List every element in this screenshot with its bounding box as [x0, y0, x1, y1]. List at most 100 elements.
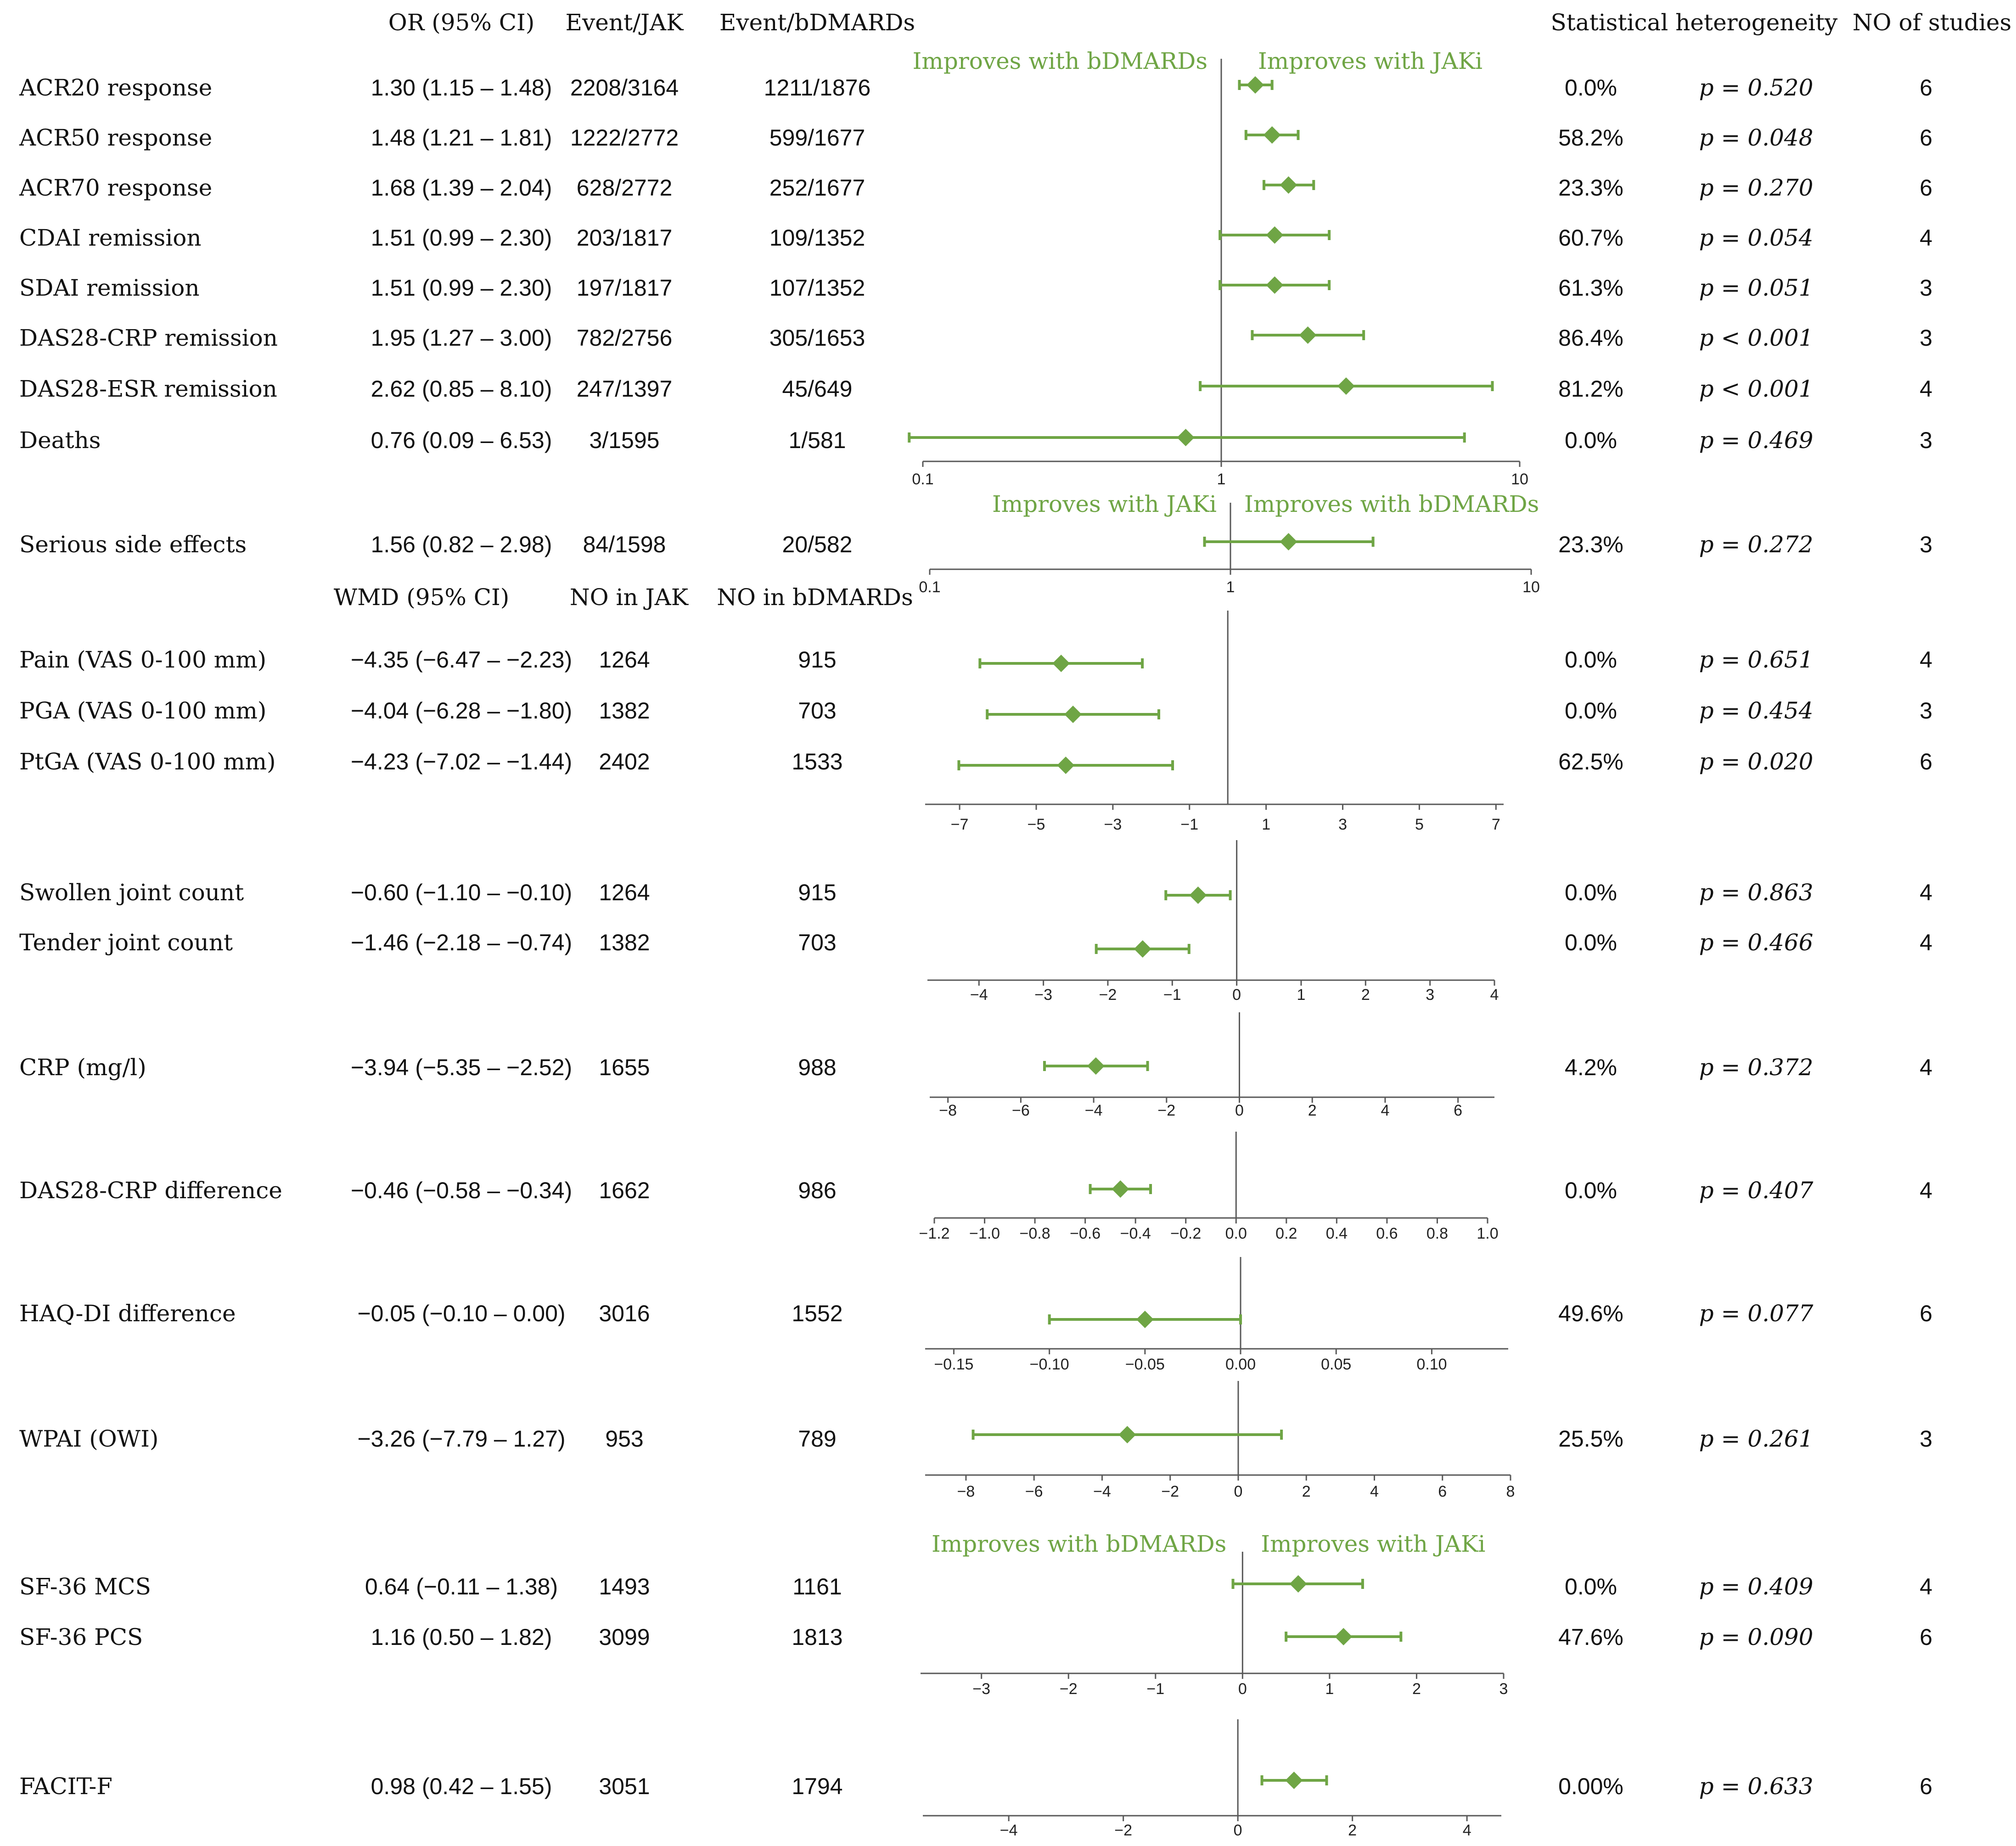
- table-row: Tender joint count −1.46 (−2.18 – −0.74) 1…: [19, 929, 1932, 958]
- x-tick-label: 6: [1454, 1102, 1462, 1119]
- forest-panel-wmd_facit: −4 −2 0 2 4 FACIT-F 0.98 (0.42 – 1.55) 3051 1794…: [19, 1719, 1932, 1839]
- heterogeneity-i2: 23.3%: [1558, 532, 1623, 557]
- effect-ci-value: 1.16 (0.50 – 1.82): [371, 1624, 552, 1650]
- bdmards-count: 109/1352: [769, 225, 865, 251]
- jak-count: 203/1817: [577, 225, 673, 251]
- x-tick-label: −0.6: [1070, 1225, 1101, 1242]
- table-row: CDAI remission 1.51 (0.99 – 2.30) 203/1817…: [19, 224, 1932, 251]
- heterogeneity-i2: 0.0%: [1565, 427, 1617, 453]
- x-tick-label: 0: [1234, 1483, 1243, 1500]
- studies-count: 4: [1920, 930, 1932, 955]
- bdmards-count: 1552: [792, 1301, 842, 1326]
- x-tick-label: 0.10: [1416, 1356, 1447, 1373]
- table-row: SDAI remission 1.51 (0.99 – 2.30) 197/1817…: [19, 275, 1932, 301]
- x-tick-label: −4: [1085, 1102, 1103, 1119]
- point-estimate-marker: [1266, 276, 1284, 294]
- outcome-label: CRP (mg/l): [19, 1054, 146, 1081]
- effect-ci-value: 1.68 (1.39 – 2.04): [371, 175, 552, 201]
- x-tick-label: 0: [1234, 1822, 1242, 1839]
- heterogeneity-i2: 23.3%: [1558, 175, 1623, 201]
- heterogeneity-i2: 62.5%: [1558, 749, 1623, 774]
- heterogeneity-i2: 81.2%: [1558, 376, 1623, 402]
- heterogeneity-p-value: p < 0.001: [1699, 325, 1814, 351]
- effect-ci-value: −3.94 (−5.35 – −2.52): [351, 1055, 572, 1080]
- studies-count: 3: [1920, 532, 1932, 557]
- table-row: DAS28-CRP difference −0.46 (−0.58 – −0.34…: [19, 1177, 1932, 1204]
- jak-count: 628/2772: [577, 175, 673, 201]
- x-tick-label: 2: [1412, 1680, 1421, 1698]
- point-estimate-marker: [1285, 1772, 1303, 1789]
- x-tick-label: 3: [1499, 1680, 1508, 1698]
- outcome-label: Serious side effects: [19, 531, 247, 558]
- point-estimate-marker: [1064, 706, 1082, 723]
- studies-count: 3: [1920, 275, 1932, 301]
- bdmards-count: 703: [798, 698, 836, 724]
- x-tick-label: 0.05: [1321, 1356, 1351, 1373]
- effect-ci-value: −0.60 (−1.10 – −0.10): [351, 880, 572, 905]
- heterogeneity-i2: 0.0%: [1565, 647, 1617, 673]
- x-tick-label: 1: [1325, 1680, 1334, 1698]
- heterogeneity-p-value: p = 0.863: [1699, 879, 1814, 906]
- x-tick-label: 1: [1262, 816, 1270, 833]
- forest-panel-or_efficacy: 0.1 1 10 Improves with bDMARDs Improves with…: [19, 48, 1932, 488]
- direction-label-left: Improves with JAKi: [992, 491, 1217, 517]
- table-row: Swollen joint count −0.60 (−1.10 – −0.10)…: [19, 879, 1932, 906]
- heterogeneity-i2: 60.7%: [1558, 225, 1623, 251]
- x-tick-label: −5: [1028, 816, 1045, 833]
- x-tick-label: 0.1: [912, 471, 933, 488]
- forest-panel-wmd_crp: −8 −6 −4 −2 0 2 4 6 CRP (mg/l) −3.94 (−5.35 – −2.…: [19, 1012, 1932, 1119]
- bdmards-count: 45/649: [782, 376, 853, 402]
- jak-count: 1222/2772: [570, 125, 679, 151]
- point-estimate-marker: [1280, 533, 1297, 550]
- x-tick-label: 10: [1511, 471, 1528, 488]
- table-row: PGA (VAS 0-100 mm) −4.04 (−6.28 – −1.80) 1…: [19, 697, 1932, 724]
- heterogeneity-p-value: p < 0.001: [1699, 376, 1814, 402]
- x-tick-label: 4: [1381, 1102, 1389, 1119]
- forest-panel-wmd_wpai: −8 −6 −4 −2 0 2 4 6 8 WPAI (OWI) −3.26 (−7.79 – 1.…: [19, 1381, 1932, 1500]
- point-estimate-marker: [1280, 176, 1297, 194]
- studies-count: 3: [1920, 427, 1932, 453]
- x-tick-label: 10: [1522, 578, 1540, 596]
- outcome-label: ACR50 response: [19, 124, 212, 151]
- table-row: Serious side effects 1.56 (0.82 – 2.98) 84…: [19, 531, 1932, 558]
- studies-count: 6: [1920, 125, 1932, 151]
- studies-count: 4: [1920, 647, 1932, 673]
- x-tick-label: 0.1: [919, 578, 940, 596]
- x-tick-label: 2: [1361, 986, 1370, 1004]
- bdmards-count: 986: [798, 1178, 836, 1203]
- point-estimate-marker: [1266, 226, 1284, 244]
- heterogeneity-p-value: p = 0.409: [1699, 1573, 1814, 1600]
- table-row: DAS28-CRP remission 1.95 (1.27 – 3.00) 782…: [19, 325, 1932, 351]
- heterogeneity-i2: 0.0%: [1565, 930, 1617, 955]
- outcome-label: Swollen joint count: [19, 879, 244, 906]
- jak-count: 1382: [599, 698, 650, 724]
- x-tick-label: −8: [957, 1483, 975, 1500]
- direction-label-right: Improves with JAKi: [1258, 48, 1483, 74]
- outcome-label: PGA (VAS 0-100 mm): [19, 697, 266, 724]
- point-estimate-marker: [1247, 76, 1264, 94]
- x-tick-label: 7: [1492, 816, 1500, 833]
- x-tick-label: −0.15: [934, 1356, 973, 1373]
- heterogeneity-p-value: p = 0.633: [1699, 1773, 1814, 1800]
- x-tick-label: 0.0: [1225, 1225, 1247, 1242]
- heterogeneity-i2: 61.3%: [1558, 275, 1623, 301]
- jak-count: 1655: [599, 1055, 650, 1080]
- x-tick-label: 3: [1338, 816, 1347, 833]
- bdmards-count: 20/582: [782, 532, 853, 557]
- x-tick-label: −1: [1146, 1680, 1164, 1698]
- outcome-label: Pain (VAS 0-100 mm): [19, 646, 266, 673]
- effect-ci-value: −4.35 (−6.47 – −2.23): [351, 647, 572, 673]
- x-tick-label: −0.4: [1120, 1225, 1151, 1242]
- jak-count: 1264: [599, 880, 650, 905]
- x-tick-label: −1.0: [969, 1225, 1000, 1242]
- effect-ci-value: −4.04 (−6.28 – −1.80): [351, 698, 572, 724]
- heterogeneity-i2: 47.6%: [1558, 1624, 1623, 1650]
- studies-count: 4: [1920, 880, 1932, 905]
- x-tick-label: −2: [1157, 1102, 1175, 1119]
- heterogeneity-i2: 25.5%: [1558, 1426, 1623, 1452]
- table-row: DAS28-ESR remission 2.62 (0.85 – 8.10) 247…: [19, 376, 1932, 402]
- studies-count: 4: [1920, 1178, 1932, 1203]
- x-tick-label: 2: [1308, 1102, 1317, 1119]
- bdmards-count: 252/1677: [769, 175, 865, 201]
- jak-count: 1264: [599, 647, 650, 673]
